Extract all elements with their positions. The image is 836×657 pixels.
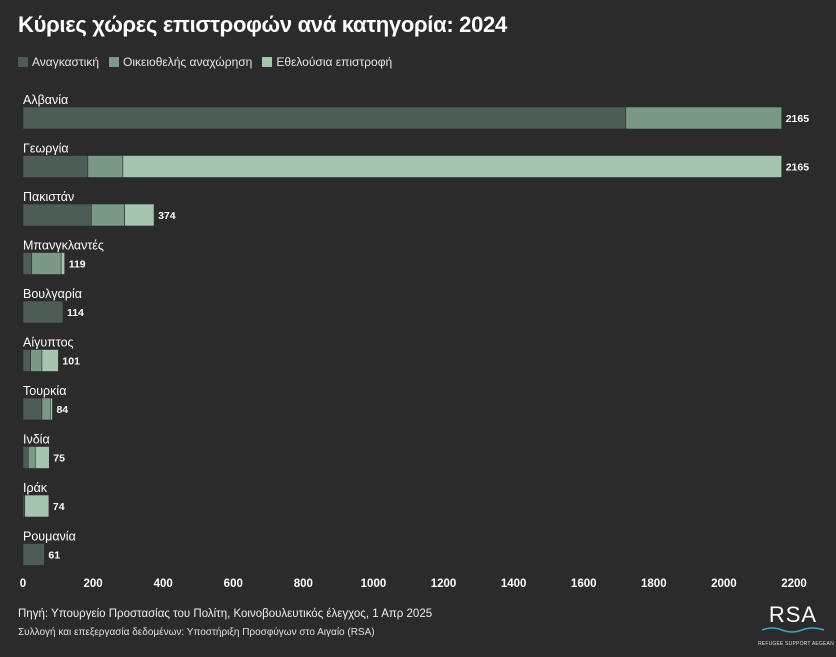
legend-item-voluntary-departure: Οικειοθελής αναχώρηση	[109, 55, 252, 69]
bar-segment-voluntary-return	[34, 446, 50, 469]
category-label: Ινδία	[23, 433, 50, 447]
x-tick-label: 0	[20, 578, 26, 590]
legend-label-voluntary-departure: Οικειοθελής αναχώρηση	[123, 55, 253, 69]
bar-segment-voluntary-return	[41, 349, 59, 372]
legend-swatch-voluntary-departure	[109, 57, 120, 67]
category-label: Αίγυπτος	[23, 336, 74, 350]
x-tick-label: 2000	[711, 578, 737, 590]
bar-segment-voluntary-departure	[87, 155, 124, 178]
category-label: Μπανγκλαντές	[23, 239, 104, 253]
chart-title: Κύριες χώρες επιστροφών ανά κατηγορία: 2…	[18, 12, 507, 37]
bar-segment-voluntary-departure	[41, 397, 51, 421]
bar-segment-voluntary-return	[24, 494, 50, 518]
bar-segment-forced	[22, 155, 89, 178]
bar-segment-forced	[22, 446, 29, 469]
x-tick-label: 1000	[361, 578, 387, 590]
bar-segment-forced	[22, 543, 45, 566]
bar-segment-voluntary-return	[124, 203, 155, 227]
category-label: Βουλγαρία	[23, 287, 82, 301]
category-label: Αλβανία	[23, 93, 68, 107]
source-note: Πηγή: Υπουργείο Προστασίας του Πολίτη, Κ…	[18, 608, 433, 620]
logo-wave-icon	[761, 627, 825, 633]
category-label: Ρουμανία	[23, 530, 76, 544]
legend: Αναγκαστική Οικειοθελής αναχώρηση Εθελού…	[18, 55, 392, 69]
legend-swatch-forced	[18, 57, 28, 67]
x-tick-label: 2200	[781, 578, 807, 590]
total-value-label: 2165	[786, 113, 810, 125]
rsa-logo: RSA REFUGEE SUPPORT AEGEAN	[758, 602, 834, 648]
bar-segment-voluntary-departure	[27, 446, 36, 469]
bar-segment-voluntary-departure	[91, 203, 125, 227]
total-value-label: 84	[56, 404, 68, 416]
bar-segment-voluntary-departure	[30, 349, 43, 372]
bar-segment-voluntary-return	[50, 397, 53, 421]
credit-note: Συλλογή και επεξεργασία δεδομένων: Υποστ…	[18, 627, 375, 638]
category-label: Ιράκ	[23, 481, 48, 495]
bar-segment-forced	[22, 300, 64, 324]
x-tick-label: 200	[83, 578, 102, 590]
category-label: Τουρκία	[23, 384, 66, 398]
x-tick-label: 800	[294, 578, 313, 590]
x-tick-label: 1200	[431, 578, 457, 590]
x-tick-label: 1800	[641, 578, 667, 590]
legend-label-voluntary-return: Εθελούσια επιστροφή	[276, 55, 393, 69]
bar-segment-voluntary-return	[122, 155, 783, 178]
legend-swatch-voluntary-return	[262, 57, 273, 67]
legend-item-voluntary-return: Εθελούσια επιστροφή	[262, 55, 392, 69]
bar-segment-forced	[22, 252, 33, 275]
bar-segment-forced	[22, 106, 627, 130]
bar-segment-forced	[22, 349, 32, 372]
total-value-label: 75	[53, 453, 65, 465]
bar-segment-voluntary-departure	[31, 252, 62, 275]
total-value-label: 74	[53, 501, 65, 513]
bar-segment-forced	[22, 397, 43, 421]
chart-plot: Αλβανία 2165 Γεωργία 2165 Πακιστάν 374 Μπανγκλ…	[20, 93, 810, 590]
total-value-label: 114	[67, 307, 84, 319]
total-value-label: 374	[158, 210, 176, 222]
bar-segment-voluntary-return	[60, 252, 66, 275]
x-tick-label: 1600	[571, 578, 597, 590]
x-tick-label: 1400	[501, 578, 527, 590]
total-value-label: 2165	[786, 162, 810, 174]
category-label: Πακιστάν	[23, 190, 74, 204]
x-tick-label: 400	[154, 578, 173, 590]
legend-label-forced: Αναγκαστική	[32, 55, 100, 69]
bar-segment-forced	[22, 203, 92, 227]
logo-subtitle: REFUGEE SUPPORT AEGEAN	[758, 641, 834, 647]
x-tick-label: 600	[224, 578, 243, 590]
logo-text: RSA	[768, 602, 818, 627]
legend-item-forced: Αναγκαστική	[18, 55, 99, 69]
total-value-label: 101	[62, 356, 80, 368]
total-value-label: 119	[69, 259, 86, 271]
total-value-label: 61	[48, 550, 60, 562]
category-label: Γεωργία	[23, 142, 69, 156]
bar-segment-voluntary-departure	[625, 106, 783, 130]
